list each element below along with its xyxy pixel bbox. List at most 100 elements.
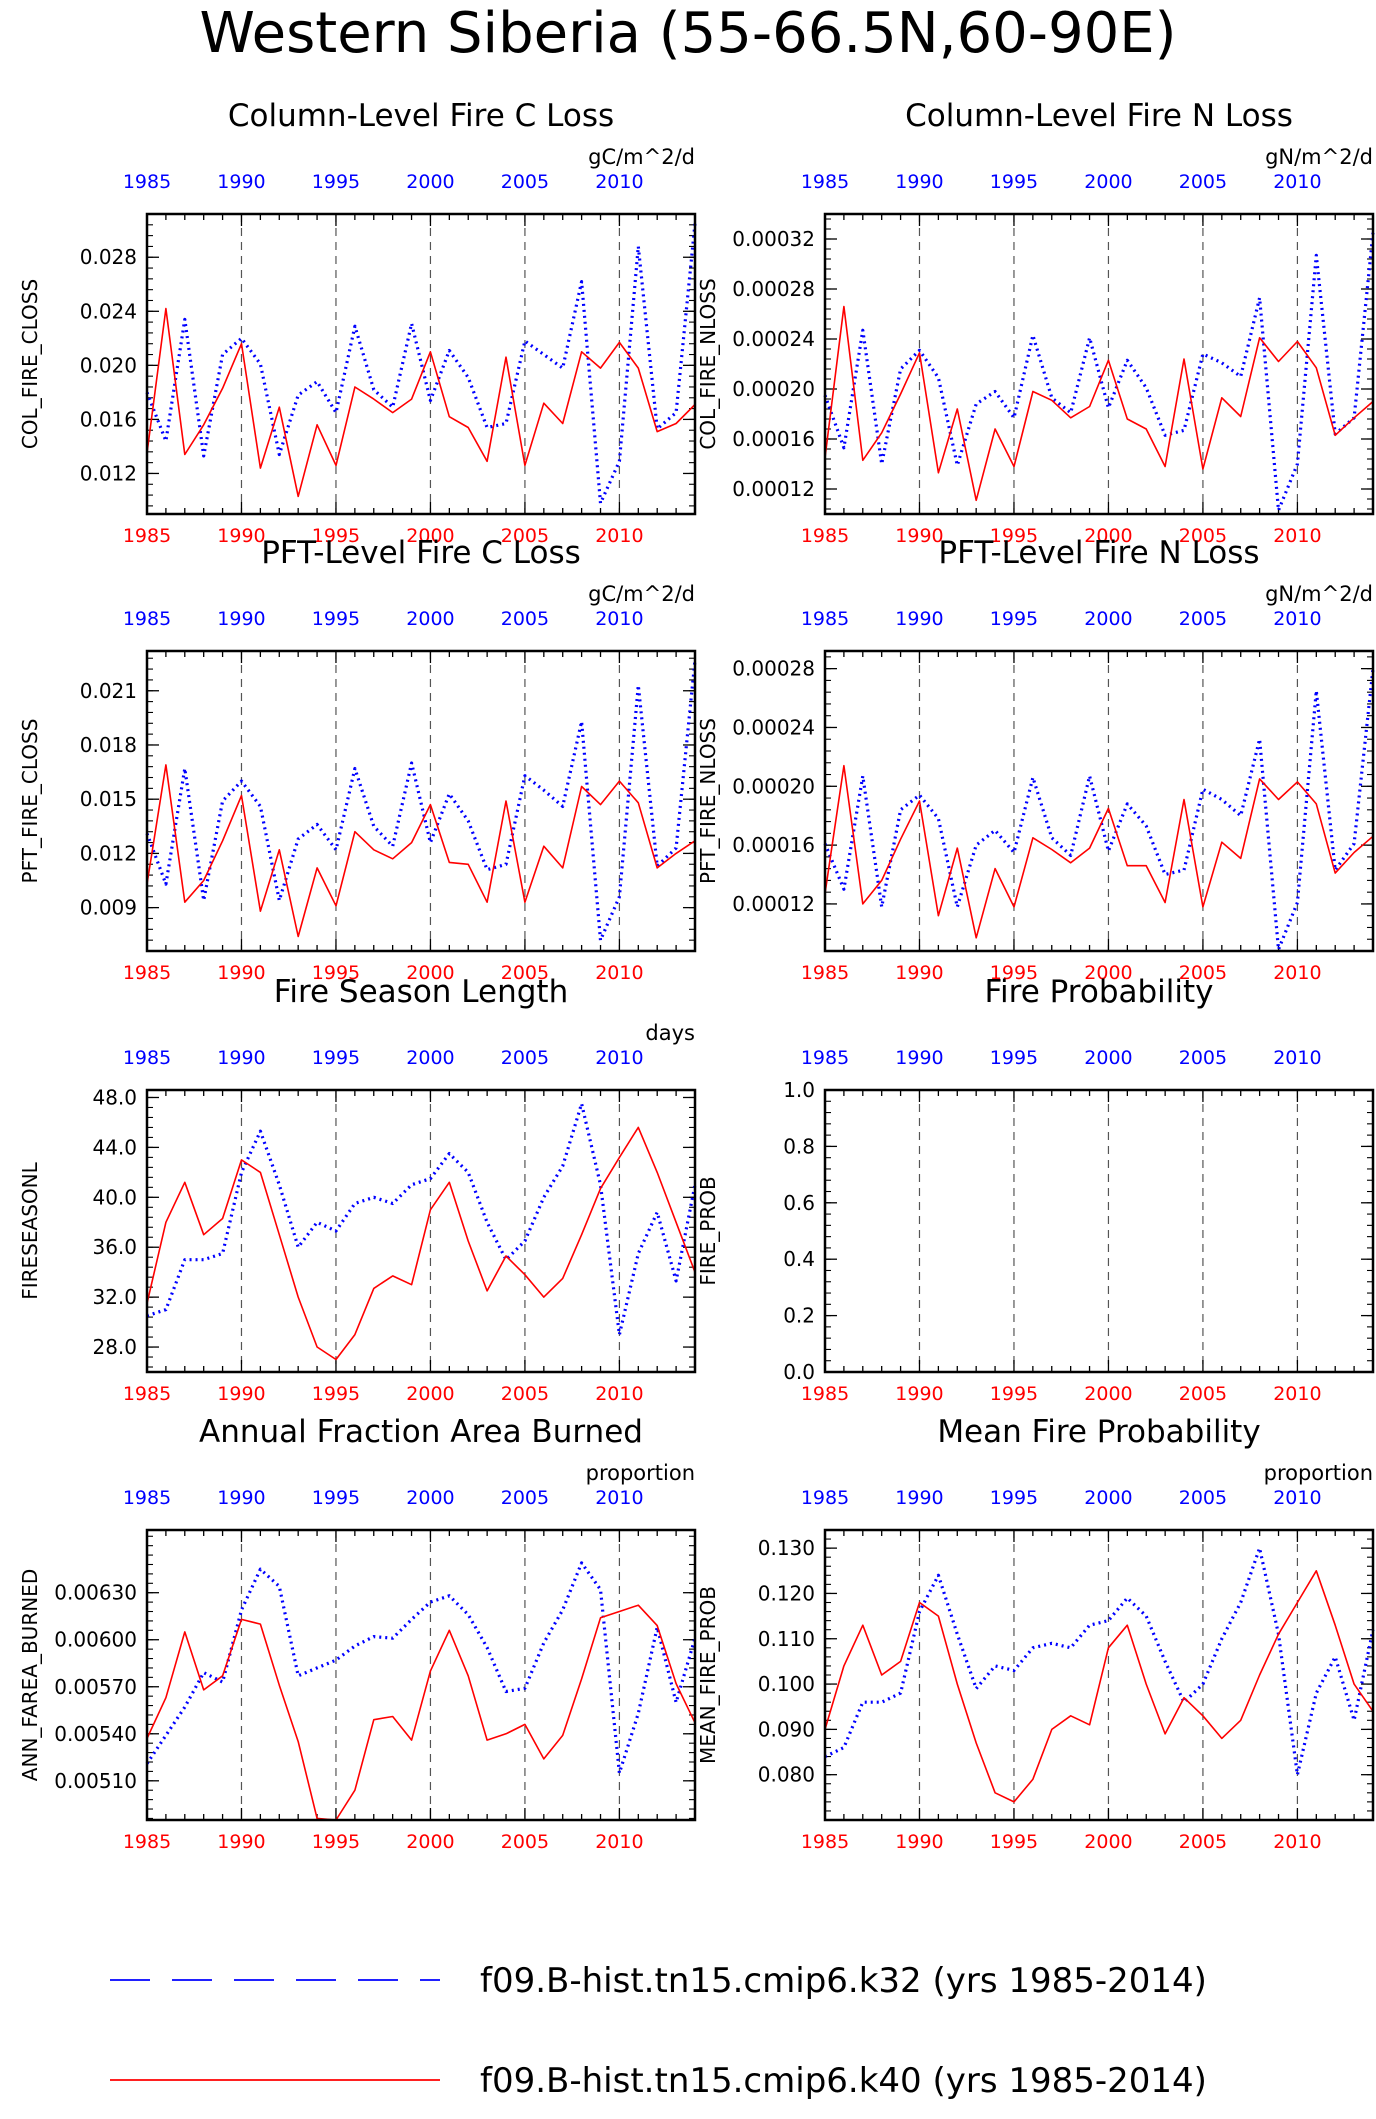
x-tick-label-bottom: 1985 — [123, 525, 171, 547]
legend-label: f09.B-hist.tn15.cmip6.k32 (yrs 1985-2014… — [480, 1961, 1207, 2001]
x-tick-label-bottom: 2005 — [501, 1831, 549, 1853]
y-tick-label: 0.00570 — [54, 1675, 137, 1699]
x-tick-label-bottom: 2010 — [595, 1383, 643, 1405]
y-tick-label: 0.00024 — [732, 327, 815, 351]
x-tick-label-top: 1985 — [123, 1487, 171, 1509]
x-tick-label-bottom: 2010 — [1273, 1383, 1321, 1405]
x-tick-label-top: 1995 — [312, 1047, 360, 1069]
y-tick-label: 0.009 — [80, 896, 137, 920]
x-tick-label-top: 1985 — [123, 171, 171, 193]
x-tick-label-top: 1985 — [801, 1487, 849, 1509]
series-line-k32 — [824, 1546, 1375, 1777]
x-tick-label-top: 1985 — [123, 1047, 171, 1069]
series-line-k40 — [824, 764, 1374, 939]
x-tick-label-top: 2005 — [501, 1047, 549, 1069]
y-tick-label: 0.4 — [783, 1247, 815, 1271]
plot-frame — [145, 1528, 697, 1822]
series-line-k40 — [824, 305, 1374, 502]
series-line-k40 — [146, 1126, 696, 1361]
y-tick-label: 28.0 — [92, 1335, 137, 1359]
x-tick-label-bottom: 1995 — [990, 1383, 1038, 1405]
y-tick-label: 0.100 — [758, 1672, 815, 1696]
x-tick-label-top: 2010 — [1273, 1487, 1321, 1509]
x-tick-label-bottom: 2010 — [595, 525, 643, 547]
x-tick-label-top: 2005 — [1179, 171, 1227, 193]
chart-panel-7: Annual Fraction Area Burned proportion 198… — [18, 1414, 697, 1853]
x-tick-label-top: 2005 — [501, 608, 549, 630]
y-tick-label: 0.8 — [783, 1134, 815, 1158]
x-tick-label-top: 2000 — [406, 608, 454, 630]
x-tick-label-top: 1995 — [312, 608, 360, 630]
x-tick-label-bottom: 2005 — [501, 1383, 549, 1405]
x-tick-label-top: 1990 — [217, 608, 265, 630]
chart-panel-3: PFT-Level Fire C Loss gC/m^2/d 1985 1985 199… — [18, 535, 697, 984]
y-tick-label: 1.0 — [783, 1078, 815, 1102]
x-tick-label-bottom: 2010 — [595, 962, 643, 984]
y-tick-label: 0.080 — [758, 1763, 815, 1787]
chart-title: PFT-Level Fire C Loss — [261, 535, 581, 571]
series-line-k32 — [823, 232, 1375, 512]
chart-title: Fire Season Length — [274, 974, 568, 1010]
x-tick-label-top: 1995 — [990, 1487, 1038, 1509]
x-tick-label-top: 1985 — [123, 608, 171, 630]
x-tick-label-bottom: 2010 — [1273, 962, 1321, 984]
x-tick-label-top: 2010 — [1273, 171, 1321, 193]
x-tick-label-bottom: 1985 — [801, 525, 849, 547]
x-tick-label-bottom: 1990 — [895, 1831, 943, 1853]
y-tick-label: 0.2 — [783, 1304, 815, 1328]
plot-frame — [823, 1528, 1375, 1822]
x-tick-label-top: 1990 — [895, 171, 943, 193]
y-tick-label: 0.00510 — [54, 1769, 137, 1793]
x-tick-label-top: 2005 — [1179, 1487, 1227, 1509]
y-tick-label: 0.024 — [80, 299, 137, 323]
figure-title: Western Siberia (55-66.5N,60-90E) — [200, 1, 1177, 66]
y-tick-label: 0.012 — [80, 841, 137, 865]
units-label: gN/m^2/d — [1265, 145, 1373, 169]
x-tick-label-top: 2000 — [406, 1487, 454, 1509]
x-tick-label-top: 2005 — [501, 171, 549, 193]
x-tick-label-bottom: 2005 — [501, 525, 549, 547]
x-tick-label-bottom: 2005 — [501, 962, 549, 984]
chart-title: PFT-Level Fire N Loss — [938, 535, 1259, 571]
y-axis-label: MEAN_FIRE_PROB — [696, 1586, 720, 1764]
series-line-k32 — [145, 659, 697, 942]
x-tick-label-top: 2000 — [1084, 171, 1132, 193]
chart-title: Column-Level Fire C Loss — [228, 98, 614, 134]
x-tick-label-top: 1985 — [801, 171, 849, 193]
x-tick-label-bottom: 2010 — [1273, 1831, 1321, 1853]
x-tick-label-top: 2010 — [1273, 1047, 1321, 1069]
x-tick-label-top: 2000 — [406, 171, 454, 193]
x-tick-label-bottom: 1985 — [123, 962, 171, 984]
x-tick-label-top: 1995 — [990, 1047, 1038, 1069]
x-tick-label-top: 2010 — [595, 608, 643, 630]
x-tick-label-top: 2010 — [1273, 608, 1321, 630]
y-tick-label: 0.00028 — [732, 277, 815, 301]
x-tick-label-bottom: 2000 — [406, 1831, 454, 1853]
y-tick-label: 0.0 — [783, 1360, 815, 1384]
y-tick-label: 0.120 — [758, 1581, 815, 1605]
x-tick-label-bottom: 1995 — [990, 962, 1038, 984]
y-axis-label: ANN_FAREA_BURNED — [18, 1569, 42, 1781]
y-axis-label: COL_FIRE_NLOSS — [696, 278, 720, 449]
chart-title: Fire Probability — [984, 974, 1213, 1010]
x-tick-label-bottom: 2005 — [1179, 525, 1227, 547]
y-tick-label: 0.00012 — [732, 477, 815, 501]
y-tick-label: 0.130 — [758, 1536, 815, 1560]
x-tick-label-bottom: 1990 — [217, 962, 265, 984]
chart-panels: Column-Level Fire C Loss gC/m^2/d 1985 1985… — [18, 98, 1375, 1853]
y-tick-label: 0.00600 — [54, 1628, 137, 1652]
series-line-k32 — [146, 1102, 697, 1337]
x-tick-label-top: 1985 — [801, 1047, 849, 1069]
chart-panel-6: Fire Probability 1985 1985 1990 1990 1995 1995… — [696, 974, 1375, 1405]
units-label: proportion — [586, 1461, 695, 1485]
chart-title: Mean Fire Probability — [937, 1414, 1260, 1450]
x-tick-label-bottom: 1995 — [312, 1383, 360, 1405]
x-tick-label-bottom: 1990 — [895, 525, 943, 547]
x-tick-label-bottom: 2005 — [1179, 1383, 1227, 1405]
x-tick-label-bottom: 1985 — [123, 1383, 171, 1405]
y-axis-label: FIRE_PROB — [696, 1176, 720, 1285]
x-tick-label-top: 2010 — [595, 171, 643, 193]
y-tick-label: 0.028 — [80, 245, 137, 269]
